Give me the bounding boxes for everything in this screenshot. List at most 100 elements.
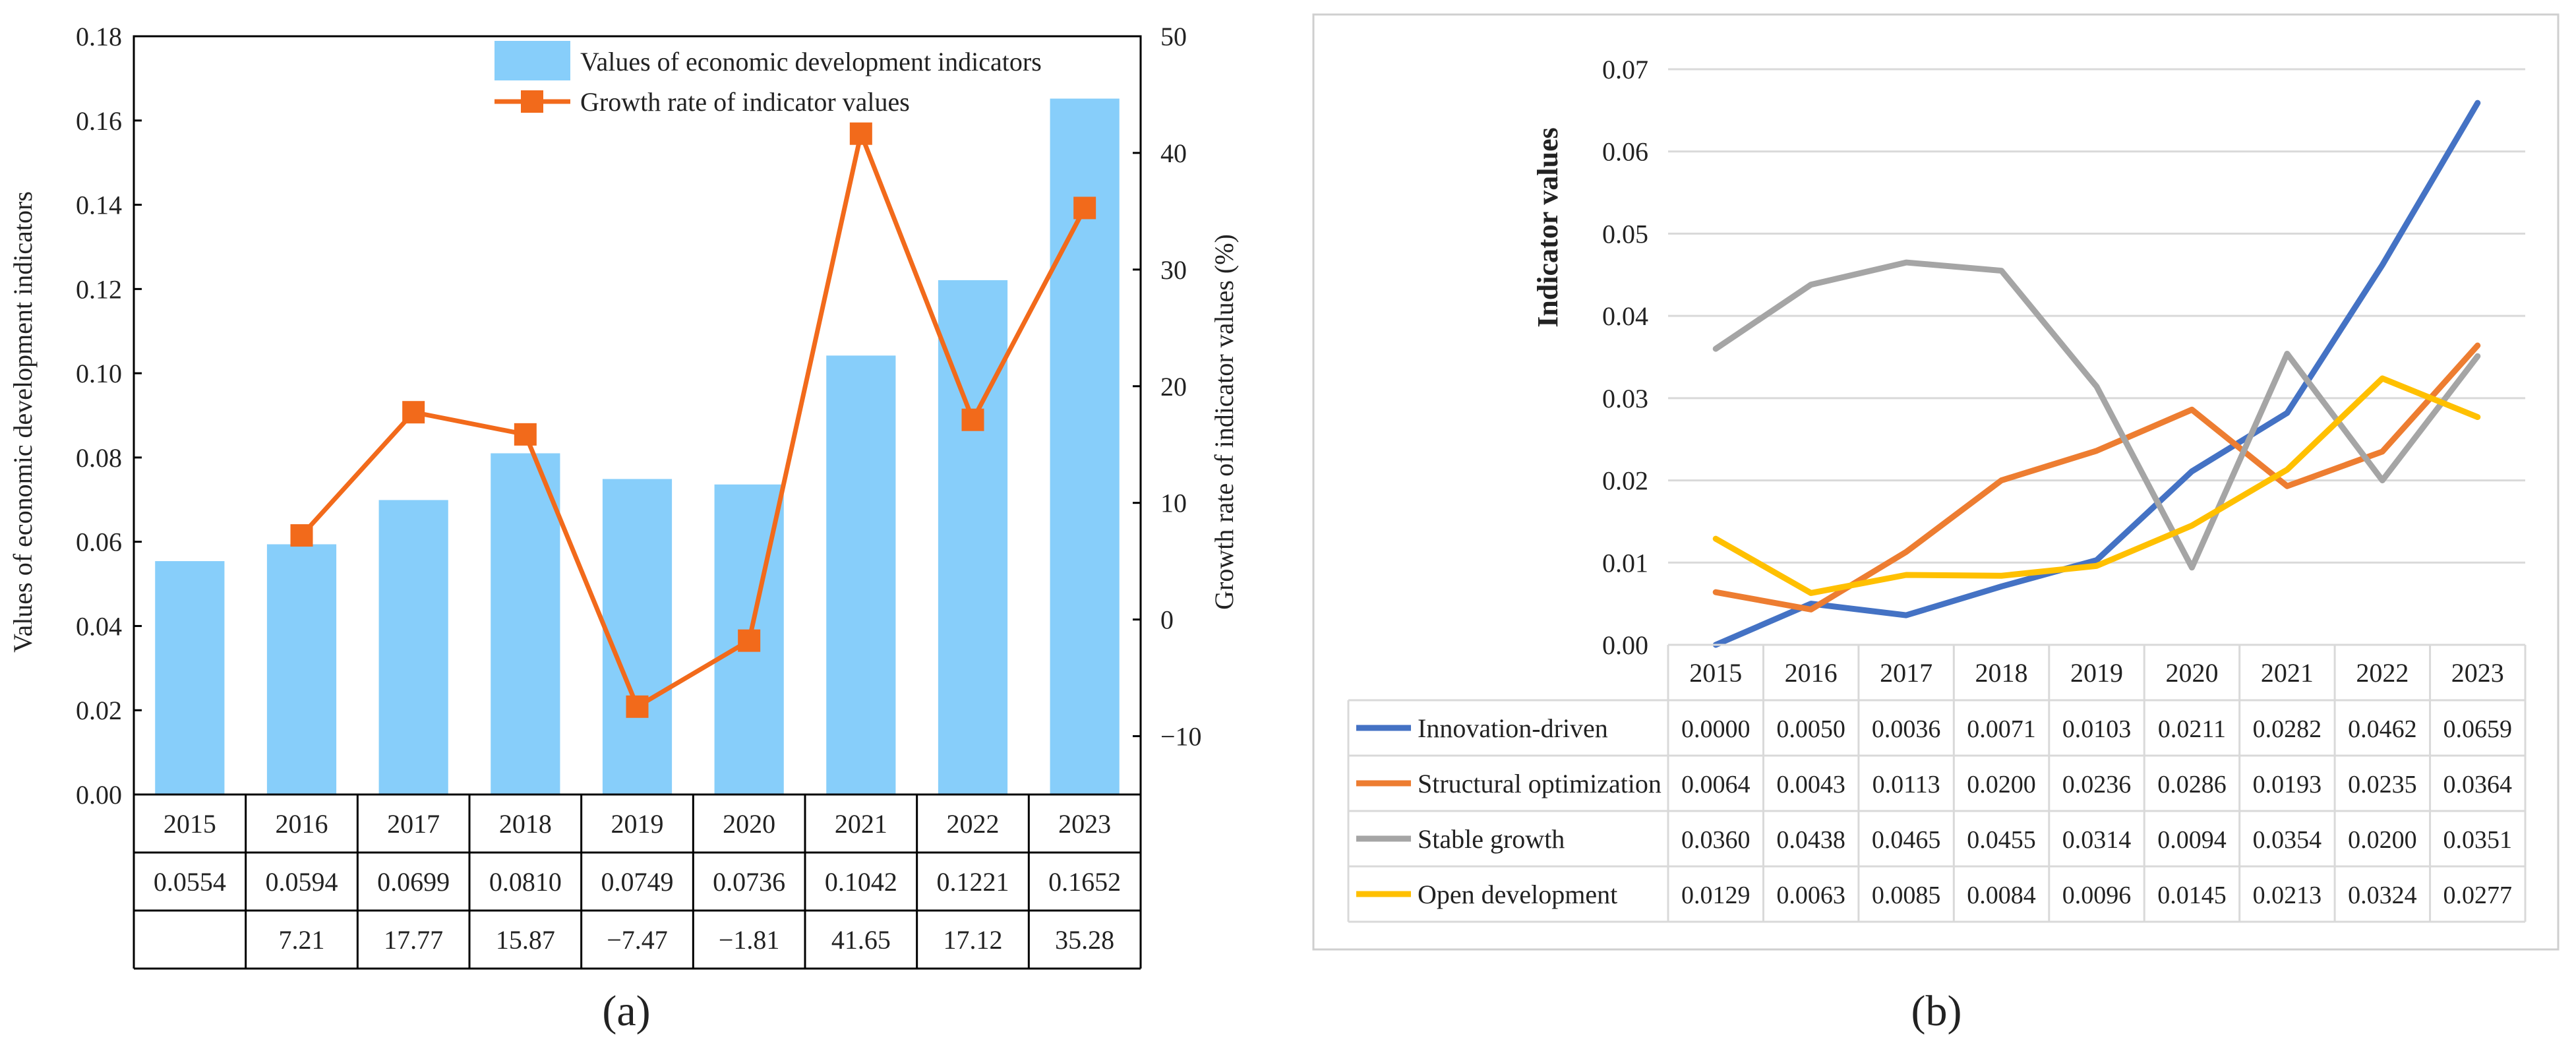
b-panel-label: (b) <box>1911 987 1962 1035</box>
b-table-value: 0.0085 <box>1872 882 1941 909</box>
a-table-value: 0.1652 <box>1048 867 1121 897</box>
b-category-label: 2016 <box>1785 658 1838 688</box>
b-table-value: 0.0235 <box>2348 771 2417 798</box>
b-table-value: 0.0145 <box>2157 882 2227 909</box>
b-y-axis-label: Indicator values <box>1532 127 1564 328</box>
a-y-tick-label-right: 50 <box>1160 22 1187 51</box>
b-table-value: 0.0455 <box>1967 826 2036 854</box>
a-y-tick-label-right: 30 <box>1160 255 1187 285</box>
b-category-label: 2021 <box>2261 658 2314 688</box>
b-category-label: 2018 <box>1975 658 2028 688</box>
a-table-value: 0.0699 <box>377 867 450 897</box>
b-table-value: 0.0286 <box>2157 771 2227 798</box>
b-table-value: 0.0211 <box>2158 715 2226 743</box>
a-y-tick-label-right: −10 <box>1160 722 1202 752</box>
b-table-value: 0.0200 <box>2348 826 2417 854</box>
a-bar-2016 <box>266 544 337 794</box>
b-series-line-innovation-driven <box>1712 100 2481 648</box>
a-growth-point-2023 <box>1073 196 1096 220</box>
a-category-label: 2016 <box>276 809 328 839</box>
b-table-value: 0.0193 <box>2253 771 2322 798</box>
a-y-tick-label-left: 0.10 <box>76 359 122 388</box>
a-growth-point-2020 <box>738 629 761 652</box>
a-bar-2015 <box>155 561 225 794</box>
b-legend-label: Innovation-driven <box>1418 713 1608 743</box>
a-bar-2017 <box>378 500 448 794</box>
b-category-label: 2019 <box>2070 658 2123 688</box>
a-panel-label: (a) <box>602 987 650 1035</box>
b-table-value: 0.0050 <box>1776 715 1845 743</box>
b-table-value: 0.0094 <box>2157 826 2227 854</box>
a-growth-point-2022 <box>961 408 984 431</box>
a-y-tick-label-left: 0.14 <box>76 191 122 220</box>
a-y-tick-label-left: 0.00 <box>76 780 122 810</box>
a-table-growth: 17.77 <box>384 925 443 955</box>
b-table-value: 0.0043 <box>1776 771 1845 798</box>
a-y-tick-label-right: 40 <box>1160 138 1187 168</box>
a-growth-point-2021 <box>849 122 872 145</box>
a-table-growth: −7.47 <box>607 925 668 955</box>
b-table-value: 0.0324 <box>2348 882 2417 909</box>
b-category-label: 2020 <box>2165 658 2218 688</box>
b-category-label: 2022 <box>2356 658 2409 688</box>
b-table-value: 0.0129 <box>1681 882 1751 909</box>
b-y-tick-label: 0.00 <box>1602 630 1648 660</box>
a-table-value: 0.0736 <box>713 867 785 897</box>
b-table-value: 0.0282 <box>2253 715 2322 743</box>
a-table-growth: 35.28 <box>1055 925 1114 955</box>
b-table-value: 0.0000 <box>1681 715 1751 743</box>
a-category-label: 2022 <box>947 809 1000 839</box>
b-table-value: 0.0351 <box>2443 826 2513 854</box>
a-plot-frame <box>133 35 1142 796</box>
a-y-tick-label-left: 0.16 <box>76 106 122 136</box>
a-legend-label-bars: Values of economic development indicator… <box>580 47 1042 76</box>
a-category-label: 2018 <box>499 809 552 839</box>
a-table-growth: 17.12 <box>944 925 1003 955</box>
b-y-tick-label: 0.01 <box>1602 548 1648 578</box>
b-table-value: 0.0438 <box>1776 826 1845 854</box>
b-table-value: 0.0063 <box>1776 882 1845 909</box>
a-category-label: 2020 <box>723 809 775 839</box>
a-category-label: 2023 <box>1058 809 1111 839</box>
b-category-label: 2017 <box>1880 658 1932 688</box>
b-table-value: 0.0064 <box>1681 771 1751 798</box>
b-category-label: 2015 <box>1689 658 1742 688</box>
a-y-tick-label-right: 20 <box>1160 372 1187 402</box>
a-growth-point-2018 <box>514 423 537 446</box>
a-category-label: 2021 <box>835 809 887 839</box>
b-table-value: 0.0277 <box>2443 882 2513 909</box>
b-table-value: 0.0364 <box>2443 771 2513 798</box>
b-table-value: 0.0314 <box>2062 826 2132 854</box>
a-table-growth: 15.87 <box>496 925 555 955</box>
b-y-tick-label: 0.05 <box>1602 219 1648 249</box>
a-bar-2018 <box>491 453 560 794</box>
a-table-value: 0.0554 <box>154 867 226 897</box>
a-y-tick-label-left: 0.08 <box>76 443 122 473</box>
a-category-label: 2015 <box>164 809 216 839</box>
b-table-value: 0.0071 <box>1967 715 2036 743</box>
a-y-tick-label-left: 0.04 <box>76 611 122 641</box>
a-growth-point-2017 <box>402 401 425 424</box>
b-y-tick-label: 0.06 <box>1602 137 1648 167</box>
a-bar-2019 <box>602 479 673 794</box>
b-table-value: 0.0465 <box>1872 826 1941 854</box>
b-legend-label: Open development <box>1418 880 1617 909</box>
b-table-value: 0.0103 <box>2062 715 2132 743</box>
b-table-value: 0.0084 <box>1967 882 2036 909</box>
a-category-label: 2019 <box>611 809 664 839</box>
panel-a-chart: Values of economic development indicator… <box>8 22 1239 1035</box>
a-table-value: 0.1042 <box>825 867 897 897</box>
a-bar-2021 <box>826 355 896 794</box>
a-y-tick-label-left: 0.06 <box>76 527 122 557</box>
b-table-value: 0.0360 <box>1681 826 1751 854</box>
b-series-line-stable-growth <box>1712 259 2481 571</box>
a-table-value: 0.1221 <box>937 867 1009 897</box>
a-table-value: 0.0594 <box>266 867 338 897</box>
b-y-tick-label: 0.04 <box>1602 301 1648 331</box>
a-category-label: 2017 <box>387 809 440 839</box>
panel-b-chart: Indicator values (b) 0.00 0.01 0.02 0.03 0.0… <box>1312 13 2560 1035</box>
b-table-value: 0.0113 <box>1872 771 1940 798</box>
b-table-value: 0.0236 <box>2062 771 2132 798</box>
a-growth-point-2016 <box>290 524 313 547</box>
